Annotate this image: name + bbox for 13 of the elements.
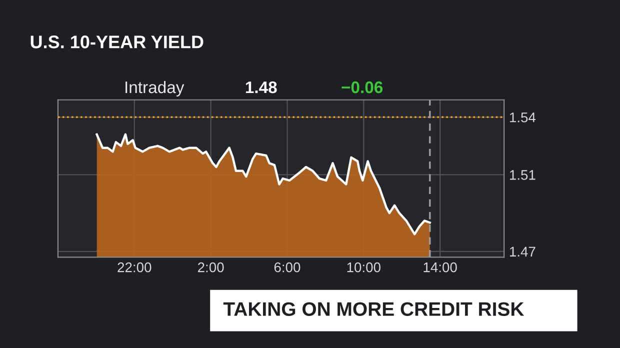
x-tick-label: 14:00 — [424, 262, 457, 272]
text: TAKING ON MORE CREDIT RISK — [223, 302, 524, 316]
chart-title: U.S. 10-YEAR YIELD — [30, 36, 204, 48]
y-tick-label: 1.51 — [510, 170, 536, 180]
text: Intraday — [126, 80, 184, 97]
text: −0.06 — [342, 81, 383, 94]
x-tick-label: 2:00 — [198, 262, 224, 272]
text: 1.48 — [246, 81, 277, 94]
y-tick-label: 1.54 — [510, 112, 536, 122]
x-tick-label: 22:00 — [118, 262, 152, 272]
x-tick-label: 10:00 — [347, 262, 380, 272]
x-tick-label: 6:00 — [274, 262, 300, 272]
y-tick-label: 1.47 — [510, 246, 536, 256]
